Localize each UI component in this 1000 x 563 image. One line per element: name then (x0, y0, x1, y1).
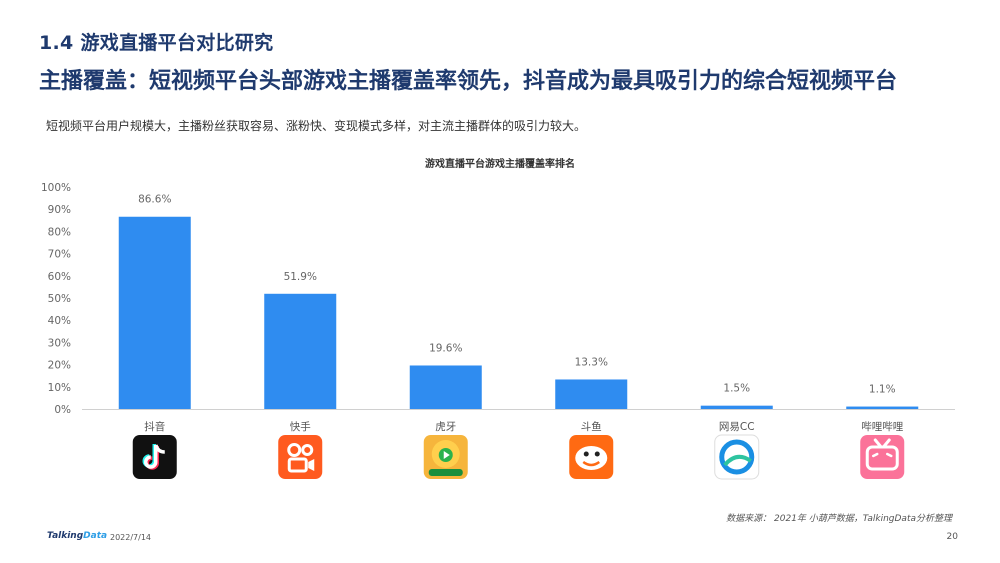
y-tick-label: 80% (48, 226, 71, 238)
y-tick-label: 100% (41, 182, 71, 194)
data-source-note: 数据来源： 2021年 小葫芦数据，TalkingData分析整理 (726, 514, 952, 524)
x-tick-label: 网易CC (719, 421, 755, 433)
bars-group: 86.6% 51.9% 19.6% 13.3% 1.5% 1.1% (118, 194, 919, 409)
x-tick-label: 斗鱼 (581, 420, 602, 433)
logo-shape (287, 443, 302, 457)
brand-part-b: Data (83, 531, 108, 541)
y-tick-label: 0% (54, 404, 71, 416)
y-axis: 0% 10% 20% 30% 40% 50% 60% 70% 80% 90% 100% (41, 182, 71, 416)
logo-shape (443, 451, 450, 459)
logo-shape (582, 460, 600, 467)
kuaishou-logo-icon (278, 435, 323, 479)
y-tick-label: 50% (48, 293, 71, 305)
bar (846, 406, 919, 409)
y-tick-label: 10% (48, 382, 71, 394)
data-label: 1.1% (869, 384, 896, 396)
bar (700, 405, 773, 409)
y-tick-label: 30% (48, 337, 71, 349)
platform-logos (132, 434, 905, 480)
data-label: 19.6% (429, 342, 462, 354)
bilibili-logo-icon (860, 435, 905, 479)
logo-shape (287, 457, 308, 473)
douyu-logo-icon (569, 435, 614, 479)
logo-shape (428, 469, 463, 476)
netease-cc-logo-icon (714, 434, 760, 480)
logo-shape (308, 459, 315, 471)
y-tick-label: 60% (48, 271, 71, 283)
logo-shape (594, 451, 600, 457)
bar (409, 365, 482, 409)
data-label: 1.5% (723, 383, 750, 395)
data-label: 86.6% (138, 194, 171, 206)
page-headline: 主播覆盖：短视频平台头部游戏主播覆盖率领先，抖音成为最具吸引力的综合短视频平台 (39, 69, 898, 94)
x-tick-label: 快手 (290, 420, 311, 433)
page-subtitle: 短视频平台用户规模大，主播粉丝获取容易、涨粉快、变现模式多样，对主流主播群体的吸… (46, 119, 587, 133)
x-tick-label: 哔哩哔哩 (861, 420, 903, 433)
logo-shape (719, 439, 755, 475)
y-tick-label: 40% (48, 315, 71, 327)
data-label: 51.9% (284, 271, 317, 283)
logo-shape (144, 444, 165, 469)
data-label: 13.3% (575, 356, 608, 368)
x-axis: 抖音 快手 虎牙 斗鱼 网易CC 哔哩哔哩 (82, 409, 955, 433)
x-tick-label: 抖音 (144, 420, 165, 433)
huya-logo-icon (423, 435, 468, 479)
x-tick-label: 虎牙 (435, 421, 456, 433)
logo-shape (865, 445, 899, 471)
bar (264, 293, 337, 409)
y-tick-label: 70% (48, 249, 71, 261)
y-tick-label: 90% (48, 204, 71, 216)
logo-shape (723, 454, 752, 467)
logo-shape (873, 438, 891, 448)
logo-shape (872, 452, 893, 458)
logo-shape (583, 451, 589, 457)
bar (555, 379, 628, 409)
bar (118, 216, 191, 409)
logo-shape (575, 446, 608, 470)
y-tick-label: 20% (48, 360, 71, 372)
douyin-logo-icon (132, 435, 177, 479)
talkingdata-logo: TalkingData (47, 531, 107, 541)
section-title: 1.4 游戏直播平台对比研究 (39, 32, 274, 54)
page-number: 20 (946, 532, 958, 542)
brand-part-a: Talking (47, 531, 84, 541)
logo-shape (301, 444, 314, 456)
report-date: 2022/7/14 (110, 533, 152, 542)
chart-title: 游戏直播平台游戏主播覆盖率排名 (425, 157, 575, 170)
